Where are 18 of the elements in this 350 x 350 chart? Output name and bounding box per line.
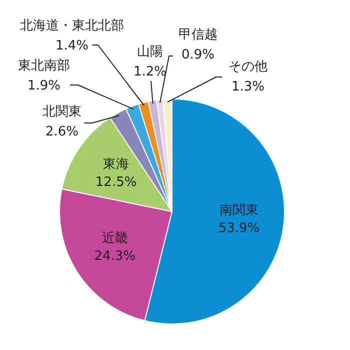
data-label: 1.3% bbox=[231, 79, 265, 94]
slice-label: 北海道・東北北部 bbox=[20, 18, 124, 34]
data-label: 0.9% bbox=[181, 47, 215, 62]
data-label: 1.9% bbox=[27, 78, 61, 94]
data-label: 2.6% bbox=[45, 124, 79, 140]
slice-label: 甲信越 bbox=[178, 27, 218, 42]
slice-label: 東北南部 bbox=[18, 58, 70, 74]
slice-label: 山陽 bbox=[137, 44, 163, 60]
slice-label: 近畿 bbox=[102, 230, 128, 246]
data-label: 12.5% bbox=[95, 175, 137, 190]
slice-label: その他 bbox=[228, 59, 268, 74]
slice-label: 東海 bbox=[103, 157, 130, 172]
slice-label: 南関東 bbox=[219, 203, 258, 218]
data-label: 53.9% bbox=[218, 221, 260, 236]
data-label: 1.4% bbox=[55, 38, 89, 54]
slice-label: 北関東 bbox=[42, 104, 82, 120]
data-label: 24.3% bbox=[94, 248, 136, 264]
data-label: 1.2% bbox=[133, 64, 167, 80]
